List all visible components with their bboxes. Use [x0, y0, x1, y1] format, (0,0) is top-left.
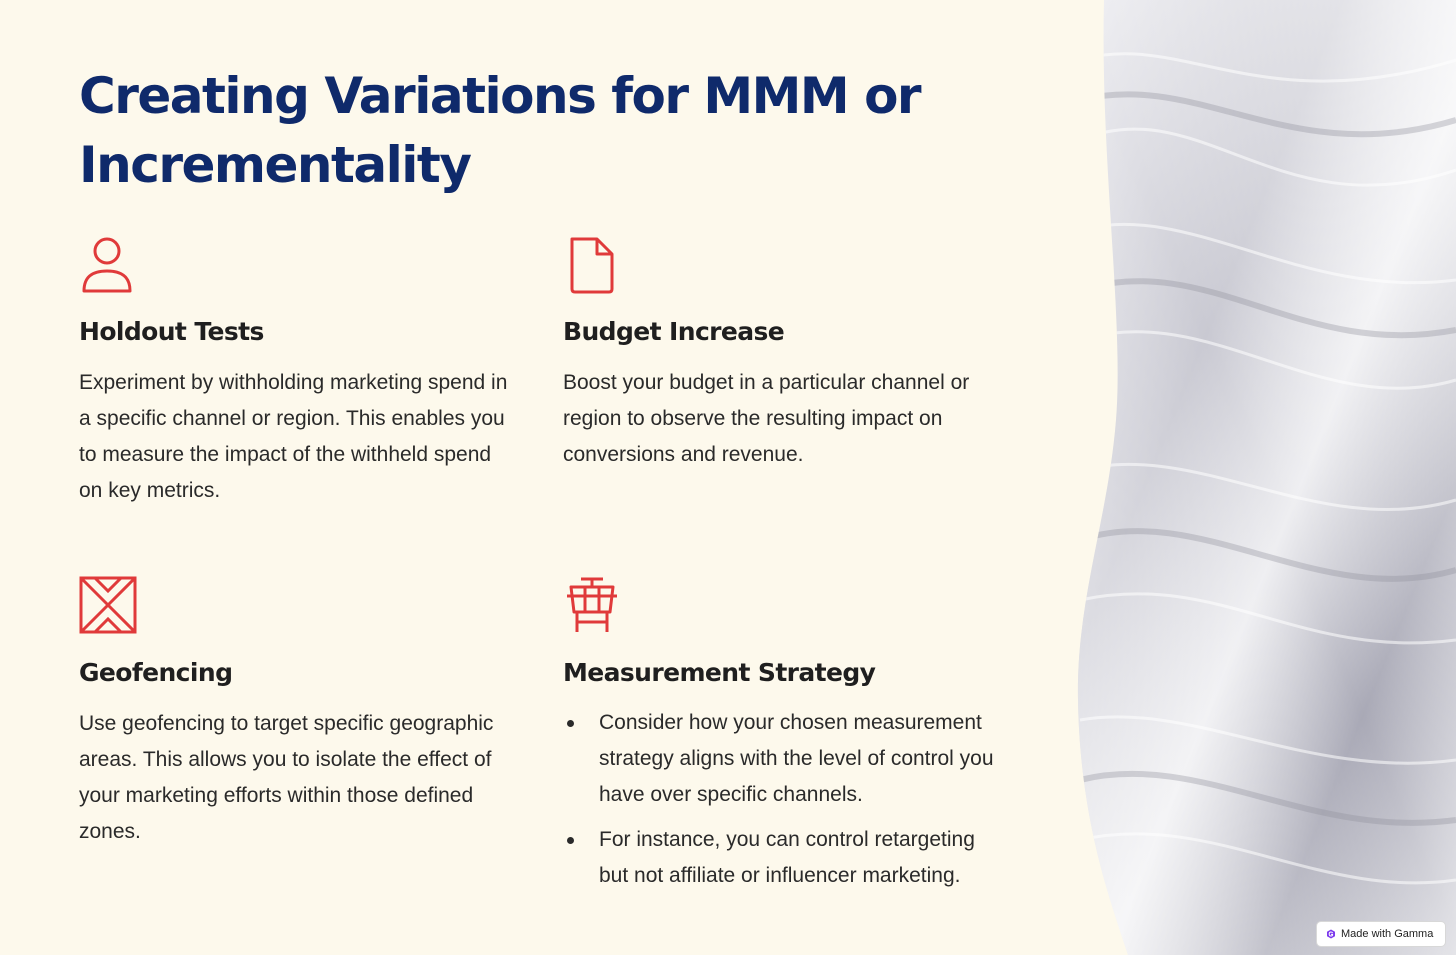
list-item: For instance, you can control retargetin…: [563, 822, 1003, 894]
card-heading: Budget Increase: [563, 317, 785, 346]
card-body: Use geofencing to target specific geogra…: [79, 712, 494, 843]
person-icon: [79, 235, 139, 295]
card-body: Experiment by withholding marketing spen…: [79, 371, 508, 502]
geofence-icon: [79, 576, 139, 636]
bullet-text: For instance, you can control retargetin…: [599, 828, 975, 887]
card-heading: Geofencing: [79, 658, 233, 687]
bullet-list: Consider how your chosen measurement str…: [563, 705, 1003, 903]
card-heading: Measurement Strategy: [563, 658, 876, 687]
badge-label: Made with Gamma: [1341, 928, 1434, 940]
card-body: Boost your budget in a particular channe…: [563, 371, 970, 466]
document-icon: [563, 235, 623, 295]
gamma-logo-icon: [1327, 929, 1335, 939]
control-tower-icon: [563, 576, 623, 636]
bullet-icon: [567, 837, 574, 844]
made-with-gamma-badge[interactable]: Made with Gamma: [1316, 921, 1446, 947]
list-item: Consider how your chosen measurement str…: [563, 705, 1003, 813]
bullet-text: Consider how your chosen measurement str…: [599, 711, 994, 806]
bullet-icon: [567, 720, 574, 727]
card-heading: Holdout Tests: [79, 317, 264, 346]
page-title: Creating Variations for MMM or Increment…: [79, 67, 922, 194]
